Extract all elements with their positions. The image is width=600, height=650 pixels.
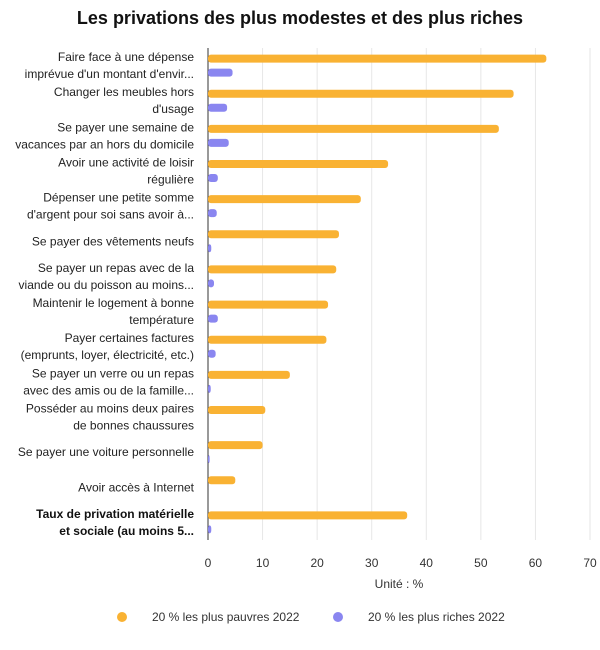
bar-series-1-category-0 [208,68,233,77]
category-label-8-line-0: Payer certaines factures [65,331,194,345]
bar-series-1-category-13 [208,525,212,534]
category-label-11-line-0: Se payer une voiture personnelle [18,445,194,459]
category-label-0-line-1: imprévue d'un montant d'envir... [25,67,194,81]
x-tick-label-70: 70 [583,556,597,570]
x-tick-label-10: 10 [256,556,270,570]
bar-series-1-category-4 [208,209,217,218]
category-label-8-line-1: (emprunts, loyer, électricité, etc.) [21,348,194,362]
legend-marker-series-0 [117,612,127,622]
bar-series-1-category-11 [208,455,210,464]
legend-marker-series-1 [333,612,343,622]
bar-series-0-category-10 [208,406,266,414]
x-tick-label-0: 0 [205,556,212,570]
category-label-10-line-1: de bonnes chaussures [73,419,194,433]
bar-series-1-category-6 [208,279,215,288]
bar-series-1-category-1 [208,103,228,112]
category-label-1-line-0: Changer les meubles hors [54,85,194,99]
x-tick-label-40: 40 [420,556,434,570]
x-tick-label-20: 20 [310,556,324,570]
category-label-3-line-0: Avoir une activité de loisir [58,156,194,170]
chart-title: Les privations des plus modestes et des … [76,8,524,28]
x-tick-label-60: 60 [529,556,543,570]
x-tick-label-50: 50 [474,556,488,570]
category-label-6-line-1: viande ou du poisson au moins... [19,278,194,292]
x-axis-title: Unité : % [375,577,424,591]
category-label-4-line-1: d'argent pour soi sans avoir à... [27,208,194,222]
bar-series-1-category-5 [208,244,212,253]
category-label-7-line-1: température [129,313,194,327]
category-label-9-line-1: avec des amis ou de la famille... [23,383,194,397]
category-label-1-line-1: d'usage [152,102,194,116]
category-label-2-line-1: vacances par an hors du domicile [15,137,194,151]
bar-series-1-category-3 [208,174,218,182]
bar-series-0-category-13 [208,511,408,520]
bar-series-0-category-7 [208,300,329,309]
bar-series-0-category-1 [208,89,514,98]
bar-series-0-category-11 [208,441,263,450]
category-label-4-line-0: Dépenser une petite somme [43,191,194,205]
bar-series-0-category-5 [208,230,339,239]
bar-series-0-category-2 [208,124,499,133]
category-label-3-line-1: régulière [147,173,194,187]
bar-series-0-category-4 [208,195,361,204]
bar-series-1-category-2 [208,138,229,147]
category-label-5-line-0: Se payer des vêtements neufs [32,234,194,248]
category-label-2-line-0: Se payer une semaine de [57,120,194,134]
category-label-9-line-0: Se payer un verre ou un repas [32,366,194,380]
category-label-12-line-0: Avoir accès à Internet [78,480,195,494]
legend-label-series-1: 20 % les plus riches 2022 [368,610,505,624]
x-tick-label-30: 30 [365,556,379,570]
bar-series-0-category-9 [208,370,290,379]
category-label-7-line-0: Maintenir le logement à bonne [33,296,195,310]
bar-series-0-category-0 [208,54,547,63]
bar-series-1-category-8 [208,349,216,358]
category-label-13-line-1: et sociale (au moins 5... [59,524,194,538]
legend-label-series-0: 20 % les plus pauvres 2022 [152,610,300,624]
bar-series-0-category-8 [208,335,327,344]
category-label-0-line-0: Faire face à une dépense [58,50,194,64]
bar-series-0-category-6 [208,265,337,274]
category-label-10-line-0: Posséder au moins deux paires [26,402,194,416]
bar-series-0-category-3 [208,160,389,168]
bar-series-1-category-9 [208,384,211,393]
bar-series-0-category-12 [208,476,236,485]
category-label-13-line-0: Taux de privation matérielle [36,507,194,521]
bar-series-1-category-7 [208,314,218,323]
category-label-6-line-0: Se payer un repas avec de la [38,261,194,275]
